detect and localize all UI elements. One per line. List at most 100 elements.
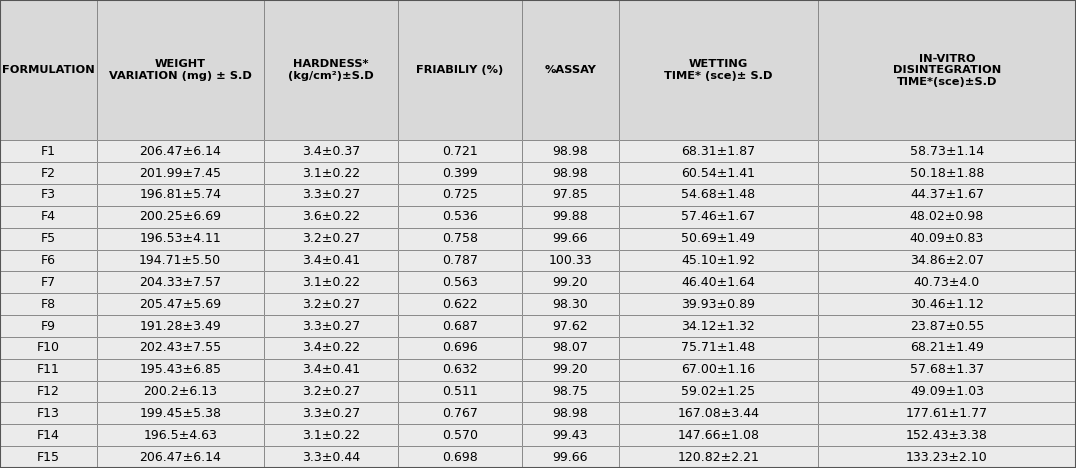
Bar bbox=[619, 337, 818, 359]
Bar bbox=[398, 315, 522, 337]
Bar bbox=[0, 424, 97, 446]
Bar bbox=[522, 424, 619, 446]
Text: 200.2±6.13: 200.2±6.13 bbox=[143, 385, 217, 398]
Bar bbox=[97, 293, 264, 315]
Bar bbox=[97, 315, 264, 337]
Bar bbox=[264, 424, 398, 446]
Bar bbox=[398, 424, 522, 446]
Text: 196.81±5.74: 196.81±5.74 bbox=[139, 189, 222, 202]
Text: 194.71±5.50: 194.71±5.50 bbox=[139, 254, 222, 267]
Bar bbox=[619, 140, 818, 162]
Text: F14: F14 bbox=[37, 429, 60, 442]
Bar bbox=[818, 380, 1076, 402]
Text: 3.1±0.22: 3.1±0.22 bbox=[301, 276, 360, 289]
Bar bbox=[818, 293, 1076, 315]
Bar bbox=[97, 359, 264, 380]
Text: 3.4±0.22: 3.4±0.22 bbox=[301, 341, 360, 354]
Bar bbox=[0, 359, 97, 380]
Text: 0.758: 0.758 bbox=[442, 232, 478, 245]
Text: 0.721: 0.721 bbox=[442, 145, 478, 158]
Text: 3.1±0.22: 3.1±0.22 bbox=[301, 429, 360, 442]
Text: 0.563: 0.563 bbox=[442, 276, 478, 289]
Text: 50.18±1.88: 50.18±1.88 bbox=[909, 167, 985, 180]
Bar bbox=[522, 424, 619, 446]
Bar bbox=[97, 206, 264, 228]
Text: 152.43±3.38: 152.43±3.38 bbox=[906, 429, 988, 442]
Bar bbox=[522, 206, 619, 228]
Text: 196.5±4.63: 196.5±4.63 bbox=[143, 429, 217, 442]
Bar bbox=[522, 359, 619, 380]
Bar bbox=[264, 206, 398, 228]
Bar bbox=[0, 359, 97, 380]
Text: 3.6±0.22: 3.6±0.22 bbox=[301, 210, 360, 223]
Bar bbox=[0, 424, 97, 446]
Bar bbox=[398, 140, 522, 162]
Text: 120.82±2.21: 120.82±2.21 bbox=[677, 451, 760, 464]
Bar bbox=[619, 0, 818, 140]
Text: 98.98: 98.98 bbox=[552, 167, 589, 180]
Bar bbox=[97, 380, 264, 402]
Bar bbox=[97, 315, 264, 337]
Text: 205.47±5.69: 205.47±5.69 bbox=[139, 298, 222, 311]
Text: 0.399: 0.399 bbox=[442, 167, 478, 180]
Text: 98.98: 98.98 bbox=[552, 145, 589, 158]
Bar bbox=[264, 228, 398, 249]
Bar bbox=[522, 293, 619, 315]
Bar bbox=[264, 446, 398, 468]
Bar bbox=[818, 424, 1076, 446]
Text: 206.47±6.14: 206.47±6.14 bbox=[139, 451, 222, 464]
Bar bbox=[398, 337, 522, 359]
Bar bbox=[398, 249, 522, 271]
Bar bbox=[619, 293, 818, 315]
Text: 0.511: 0.511 bbox=[442, 385, 478, 398]
Text: 98.98: 98.98 bbox=[552, 407, 589, 420]
Bar bbox=[97, 293, 264, 315]
Bar bbox=[619, 228, 818, 249]
Bar bbox=[264, 337, 398, 359]
Bar bbox=[0, 162, 97, 184]
Bar bbox=[818, 337, 1076, 359]
Bar bbox=[818, 184, 1076, 206]
Bar bbox=[398, 228, 522, 249]
Bar bbox=[398, 337, 522, 359]
Text: 0.696: 0.696 bbox=[442, 341, 478, 354]
Bar bbox=[398, 0, 522, 140]
Bar bbox=[818, 337, 1076, 359]
Text: 3.2±0.27: 3.2±0.27 bbox=[301, 385, 360, 398]
Bar bbox=[619, 140, 818, 162]
Bar bbox=[619, 446, 818, 468]
Text: 0.632: 0.632 bbox=[442, 363, 478, 376]
Text: F9: F9 bbox=[41, 320, 56, 333]
Bar bbox=[522, 315, 619, 337]
Text: 34.86±2.07: 34.86±2.07 bbox=[910, 254, 983, 267]
Bar bbox=[0, 184, 97, 206]
Bar bbox=[97, 0, 264, 140]
Bar bbox=[264, 337, 398, 359]
Bar bbox=[522, 184, 619, 206]
Text: F12: F12 bbox=[37, 385, 60, 398]
Text: 48.02±0.98: 48.02±0.98 bbox=[909, 210, 985, 223]
Bar bbox=[0, 271, 97, 293]
Bar bbox=[97, 402, 264, 424]
Bar bbox=[398, 271, 522, 293]
Bar bbox=[818, 293, 1076, 315]
Bar bbox=[818, 315, 1076, 337]
Bar bbox=[522, 162, 619, 184]
Bar bbox=[619, 162, 818, 184]
Bar bbox=[818, 359, 1076, 380]
Bar bbox=[398, 424, 522, 446]
Bar bbox=[619, 249, 818, 271]
Bar bbox=[264, 0, 398, 140]
Text: 3.3±0.27: 3.3±0.27 bbox=[301, 407, 360, 420]
Bar bbox=[522, 140, 619, 162]
Bar bbox=[97, 424, 264, 446]
Bar bbox=[522, 380, 619, 402]
Bar bbox=[619, 184, 818, 206]
Text: 99.20: 99.20 bbox=[552, 363, 589, 376]
Text: 0.767: 0.767 bbox=[442, 407, 478, 420]
Bar bbox=[619, 359, 818, 380]
Bar bbox=[398, 249, 522, 271]
Bar bbox=[0, 446, 97, 468]
Bar bbox=[97, 359, 264, 380]
Bar bbox=[264, 249, 398, 271]
